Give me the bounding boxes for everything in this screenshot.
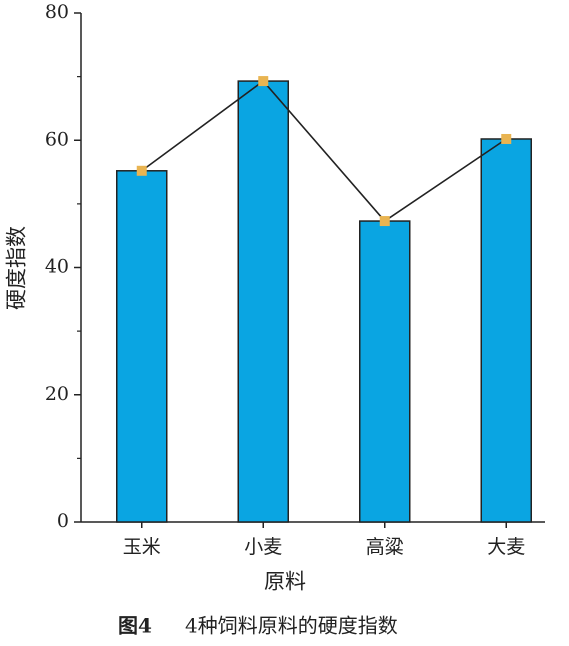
y-tick-label: 80	[45, 1, 69, 23]
bar	[116, 170, 168, 523]
marker	[136, 165, 147, 176]
trend-line	[141, 79, 507, 223]
y-tick-label: 40	[45, 256, 69, 278]
marker	[501, 133, 512, 144]
y-tick-label: 0	[57, 510, 69, 532]
x-tick-label: 玉米	[123, 536, 161, 558]
y-tick-label: 20	[45, 383, 69, 405]
x-tick-label: 大麦	[487, 536, 525, 558]
marker	[258, 76, 269, 87]
y-tick-label: 60	[45, 128, 69, 150]
bar	[237, 80, 289, 523]
bar	[480, 138, 532, 523]
x-axis-label: 原料	[264, 570, 306, 594]
caption: 4种饲料原料的硬度指数	[185, 614, 398, 638]
x-tick-label: 高粱	[366, 536, 404, 558]
x-tick-label: 小麦	[244, 536, 282, 558]
marker	[379, 216, 390, 227]
y-axis-label: 硬度指数	[5, 226, 29, 310]
figure-label: 图4	[118, 614, 152, 638]
bar	[359, 220, 411, 523]
